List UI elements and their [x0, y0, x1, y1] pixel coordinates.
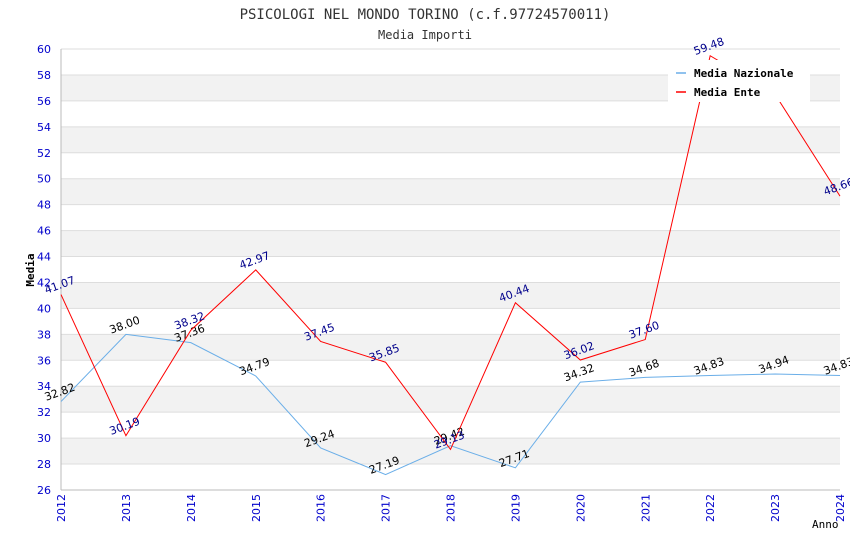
y-tick-label: 26 [37, 484, 51, 497]
y-tick-label: 40 [37, 302, 51, 315]
x-tick-label: 2012 [55, 494, 68, 522]
y-tick-label: 58 [37, 69, 51, 82]
chart-subtitle: Media Importi [378, 28, 472, 42]
grid-band [61, 438, 840, 465]
y-tick-label: 38 [37, 328, 51, 341]
grid-band [61, 386, 840, 413]
legend-label: Media Ente [694, 86, 761, 99]
x-tick-label: 2021 [639, 494, 652, 522]
x-tick-label: 2014 [185, 494, 198, 522]
series-line-media-ente [60, 54, 841, 451]
y-tick-label: 54 [37, 121, 51, 134]
legend-label: Media Nazionale [694, 67, 794, 80]
plot-area: 26 28 30 32 34 36 38 40 42 44 46 48 50 52 54 56 58 60 2012… [37, 35, 850, 522]
grid-band [61, 178, 840, 205]
x-tick-label: 2019 [509, 494, 522, 522]
y-tick-label: 30 [37, 432, 51, 445]
grid-band [61, 282, 840, 309]
x-tick-label: 2023 [769, 494, 782, 522]
data-label: 38.00 [108, 314, 142, 337]
y-tick-label: 46 [37, 225, 51, 238]
data-label: 30.19 [108, 415, 142, 438]
x-tick-label: 2016 [315, 494, 328, 522]
grid-band [61, 126, 840, 153]
y-tick-label: 28 [37, 458, 51, 471]
x-axis-label: Anno [812, 518, 839, 531]
x-tick-label: 2013 [120, 494, 133, 522]
y-tick-label: 34 [37, 380, 51, 393]
y-tick-label: 60 [37, 43, 51, 56]
y-tick-label: 56 [37, 95, 51, 108]
chart-title: PSICOLOGI NEL MONDO TORINO (c.f.97724570… [240, 7, 611, 23]
y-tick-label: 50 [37, 173, 51, 186]
data-label: 59.48 [692, 35, 726, 58]
y-tick-label: 42 [37, 276, 51, 289]
y-tick-label: 36 [37, 354, 51, 367]
x-tick-label: 2022 [704, 494, 717, 522]
legend: Media Nazionale Media Ente [668, 60, 810, 102]
x-tick-label: 2015 [250, 494, 263, 522]
grid-band [61, 334, 840, 361]
y-tick-label: 48 [37, 199, 51, 212]
grid-band [61, 230, 840, 257]
y-tick-label: 44 [37, 251, 51, 264]
y-axis-label: Media [24, 253, 37, 286]
y-tick-label: 32 [37, 406, 51, 419]
series-line-media-nazionale [60, 333, 841, 476]
x-tick-label: 2017 [380, 494, 393, 522]
legend-box [668, 60, 810, 102]
y-tick-label: 52 [37, 147, 51, 160]
x-tick-label: 2020 [574, 494, 587, 522]
x-tick-label: 2018 [445, 494, 458, 522]
x-tick-label: 2024 [834, 494, 847, 522]
